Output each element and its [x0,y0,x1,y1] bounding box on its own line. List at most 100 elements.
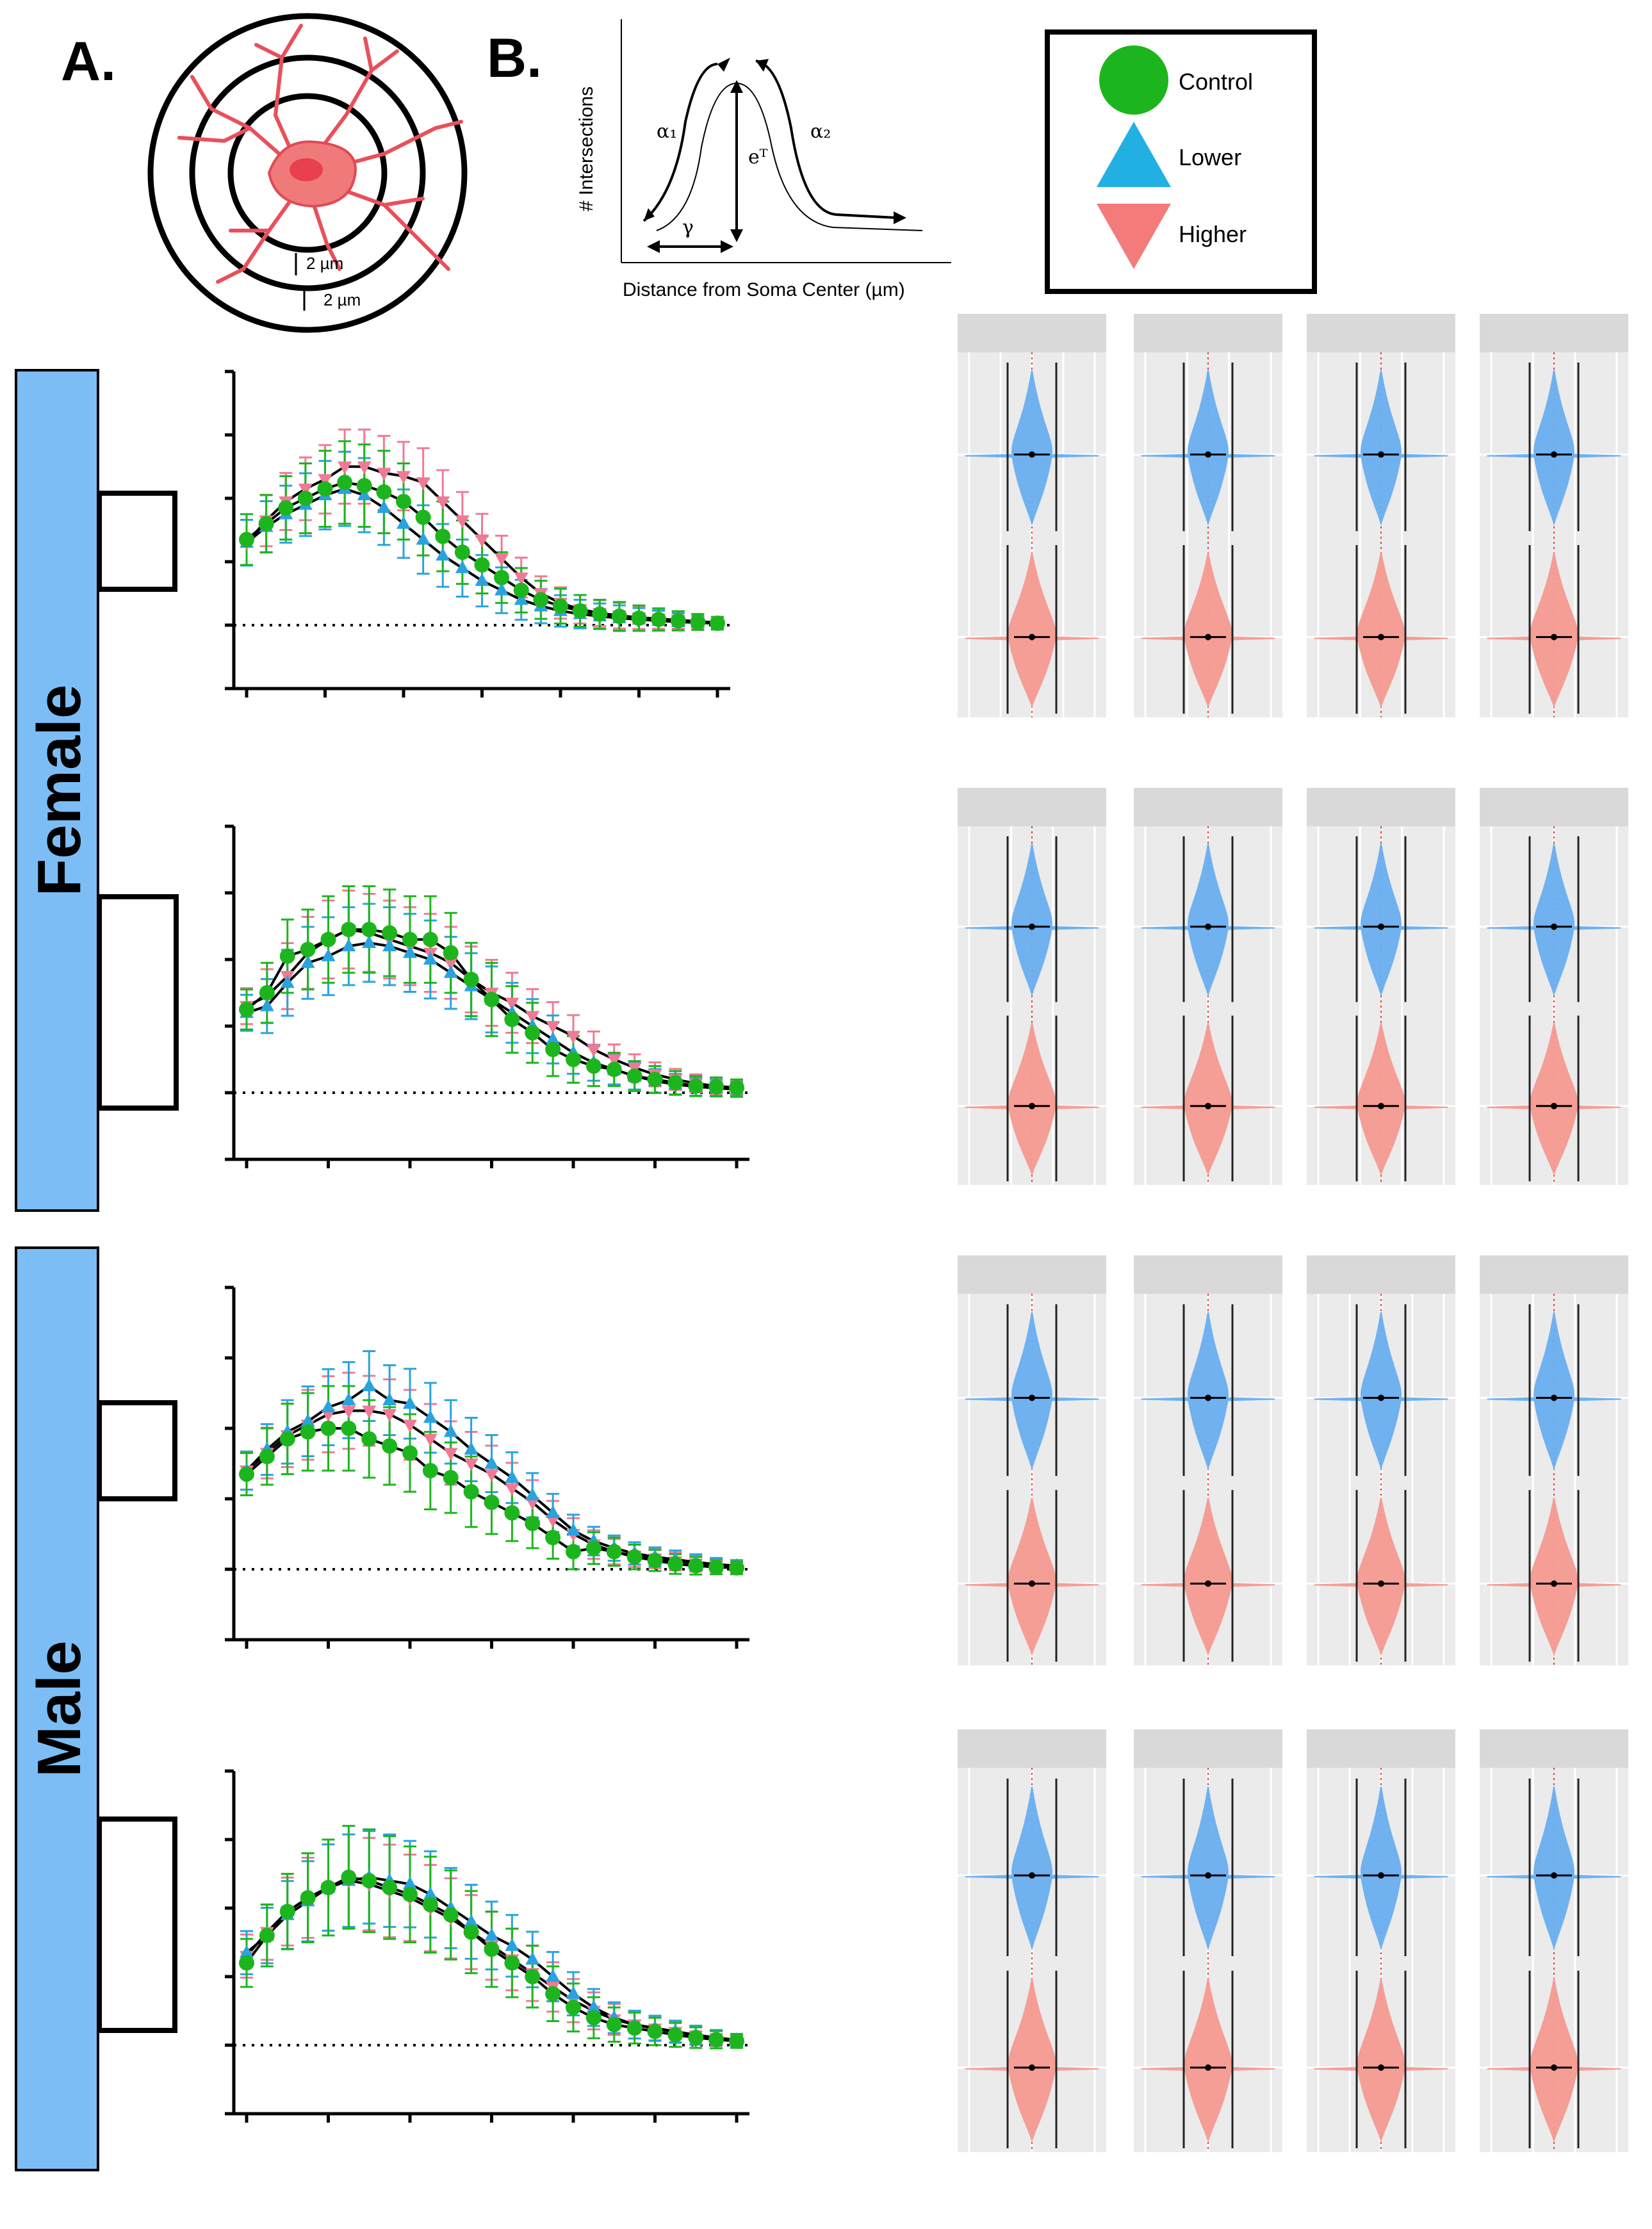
point-control [422,1897,438,1913]
facet-header [1134,1729,1282,1768]
point-control [708,2032,724,2048]
point-control [463,1924,479,1940]
facet-header [1480,788,1628,826]
point-control [626,1549,642,1565]
point-estimate [1029,451,1035,458]
point-control [525,1515,541,1531]
inner-ring [227,93,388,253]
panel-label-b: B. [487,28,542,89]
point-control [688,1558,704,1574]
point-lower [464,1914,478,1927]
point-lower [566,1523,580,1536]
point-lower [259,998,274,1011]
point-lower [321,1400,336,1412]
violin-higher [1141,552,1275,708]
point-control [300,942,316,958]
panel-label-a: A. [61,31,116,92]
point-higher [514,572,528,585]
point-control [317,481,333,497]
point-control [356,478,372,494]
facet-header [1134,314,1282,352]
point-control [484,1941,500,1957]
point-control [606,1061,622,1077]
point-control [647,1553,663,1569]
violin-lower [1314,844,1448,997]
point-higher [443,1448,458,1461]
point-estimate [1551,2064,1557,2071]
neuron-schematic: 2 µm 2 µm [147,13,468,333]
point-estimate [1205,1872,1211,1879]
chart-e [97,824,749,1168]
point-higher [436,496,450,509]
gamma-label: γ [682,216,694,239]
point-higher [443,958,458,971]
facet-header [1307,314,1455,352]
point-control [239,1002,254,1017]
point-control [729,2033,744,2049]
legend-lower-marker [1097,122,1171,187]
point-control [708,1559,724,1575]
point-lower [455,560,470,573]
male-sidebar [15,1246,99,2171]
point-control [585,2010,601,2026]
point-estimate [1205,1102,1211,1109]
point-estimate [1551,633,1557,641]
female-label: Female [25,685,94,897]
facet-header [1307,1255,1455,1294]
point-control [611,608,627,625]
legend: Control Lower Higher [1045,29,1317,294]
point-lower [546,1969,560,1982]
legend-box [1045,29,1317,294]
point-control [651,612,667,628]
violin-higher [1314,1023,1448,1176]
point-higher [416,477,430,491]
point-control [337,475,353,491]
point-estimate [1378,451,1384,458]
forest-h [958,1255,1628,1665]
point-estimate [1378,1580,1384,1587]
point-lower [403,1396,417,1409]
violin-higher [1314,1498,1448,1656]
point-lower [357,487,372,501]
point-control [463,972,479,988]
point-lower [443,1424,458,1437]
point-lower [423,952,438,965]
facet-header [1307,788,1455,826]
violin-lower [1314,1786,1448,1951]
point-control [259,1927,275,1943]
point-control [504,1955,520,1971]
point-lower [280,975,295,988]
point-control [494,569,510,585]
point-control [402,1886,418,1902]
point-lower [341,1392,356,1405]
chart-g [97,1286,749,1649]
point-lower [443,965,458,978]
curve-ylabel: # Intersections [576,86,597,211]
point-estimate [1029,633,1035,641]
violin-higher [965,552,1099,708]
point-control [300,1890,316,1906]
point-lower [423,1410,438,1423]
point-control [320,1879,336,1895]
facet-header [1134,788,1282,826]
point-control [297,491,313,506]
point-control [585,1058,601,1074]
point-lower [525,1952,540,1965]
point-control [606,1544,622,1560]
point-control [545,1041,561,1057]
female-sidebar [15,369,99,1212]
point-lower [403,1876,417,1890]
point-control [443,945,459,961]
point-control [422,931,438,947]
violin-higher [1141,1498,1275,1656]
ring2-label: 2 µm [323,290,361,309]
point-lower [321,948,336,961]
point-control [463,1484,479,1499]
ring1-label: 2 µm [306,254,343,273]
point-estimate [1551,451,1557,458]
point-estimate [1378,1102,1384,1109]
facet-header [958,314,1106,352]
point-higher [475,534,489,548]
point-control [504,1505,520,1521]
point-control [513,582,529,598]
